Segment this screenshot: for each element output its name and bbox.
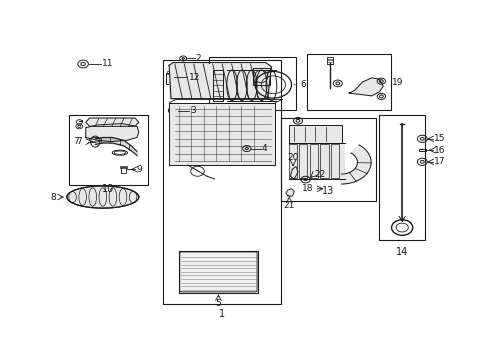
Text: 22: 22 bbox=[314, 170, 325, 179]
Bar bbox=[68, 115, 148, 185]
Polygon shape bbox=[85, 123, 139, 141]
Bar bbox=[299, 144, 307, 177]
Bar bbox=[418, 149, 425, 151]
Polygon shape bbox=[290, 167, 297, 179]
Text: 7: 7 bbox=[73, 137, 79, 146]
Text: 18: 18 bbox=[301, 184, 312, 193]
Text: 5: 5 bbox=[215, 299, 221, 308]
Bar bbox=[163, 60, 280, 304]
Bar bbox=[379, 115, 424, 240]
Polygon shape bbox=[341, 145, 370, 184]
Text: 14: 14 bbox=[395, 247, 407, 257]
Bar bbox=[307, 54, 390, 110]
Text: 12: 12 bbox=[188, 72, 200, 81]
Polygon shape bbox=[85, 118, 139, 126]
Bar bbox=[167, 72, 172, 74]
Text: 20: 20 bbox=[287, 153, 298, 162]
Polygon shape bbox=[285, 189, 294, 196]
Text: 8: 8 bbox=[50, 193, 56, 202]
Text: 1: 1 bbox=[219, 309, 225, 319]
Text: 7: 7 bbox=[76, 137, 82, 146]
Text: 21: 21 bbox=[283, 201, 294, 210]
Bar bbox=[178, 251, 258, 293]
Bar bbox=[252, 68, 269, 85]
Text: 4: 4 bbox=[262, 144, 267, 153]
Text: 10: 10 bbox=[102, 184, 114, 194]
Bar bbox=[288, 144, 296, 177]
Bar bbox=[326, 57, 332, 64]
Bar bbox=[120, 166, 127, 168]
Text: 17: 17 bbox=[433, 157, 445, 166]
Bar bbox=[288, 143, 345, 179]
Bar bbox=[166, 73, 173, 84]
Text: 19: 19 bbox=[391, 77, 403, 86]
Text: 15: 15 bbox=[433, 134, 445, 143]
Bar bbox=[330, 144, 339, 177]
Bar bbox=[212, 69, 223, 102]
Ellipse shape bbox=[67, 186, 139, 208]
Text: 6: 6 bbox=[300, 80, 306, 89]
Text: 3: 3 bbox=[190, 106, 196, 115]
Bar bbox=[309, 144, 317, 177]
Text: 16: 16 bbox=[433, 146, 445, 155]
Bar bbox=[280, 118, 375, 201]
Text: 13: 13 bbox=[322, 186, 334, 196]
Text: 2: 2 bbox=[195, 54, 201, 63]
Bar bbox=[288, 125, 341, 143]
Bar bbox=[121, 167, 126, 174]
Bar bbox=[208, 57, 296, 110]
Bar bbox=[169, 103, 275, 165]
Text: 11: 11 bbox=[102, 59, 113, 68]
Text: 9: 9 bbox=[136, 165, 142, 174]
Polygon shape bbox=[348, 78, 383, 96]
Bar bbox=[169, 64, 271, 100]
Bar bbox=[320, 144, 328, 177]
